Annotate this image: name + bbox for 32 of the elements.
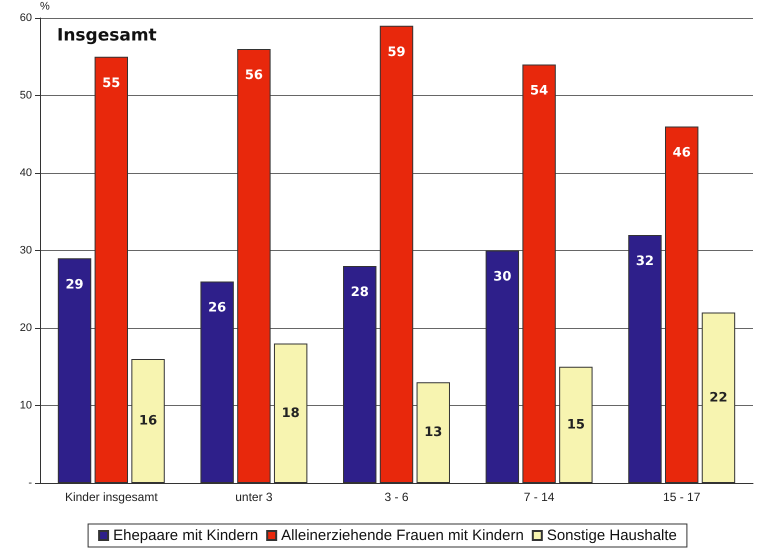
data-label: 26 xyxy=(208,300,226,316)
data-label: 32 xyxy=(636,254,654,269)
y-tick-label: 60 xyxy=(20,12,32,24)
legend-label: Ehepaare mit Kindern xyxy=(113,527,258,544)
data-label: 15 xyxy=(566,417,585,432)
text: Insgesamt xyxy=(57,26,157,46)
data-label: 46 xyxy=(672,146,691,160)
y-tick-label: - xyxy=(28,477,32,489)
data-label: 16 xyxy=(139,414,158,428)
data-label: 59 xyxy=(387,44,406,60)
x-tick-label: Kinder insgesamt xyxy=(64,490,158,504)
x-tick-label: 3 - 6 xyxy=(384,490,409,504)
data-label: 30 xyxy=(493,270,512,284)
y-tick-label: 50 xyxy=(20,90,32,102)
data-label: 55 xyxy=(102,76,120,91)
data-label: 54 xyxy=(530,84,548,98)
data-label: 18 xyxy=(282,406,300,421)
data-label: 13 xyxy=(424,425,442,440)
x-tick-label: 15 - 17 xyxy=(663,490,701,504)
y-tick-label: 10 xyxy=(20,400,32,412)
data-label: 29 xyxy=(65,277,84,292)
y-tick-label: 40 xyxy=(20,167,32,179)
y-tick-label: 20 xyxy=(20,322,32,334)
y-axis-title: % xyxy=(40,0,50,12)
legend-label: Alleinerziehende Frauen mit Kindern xyxy=(281,527,524,544)
data-label: 28 xyxy=(350,285,369,300)
x-tick-label: unter 3 xyxy=(235,490,273,504)
x-tick-label: 7 - 14 xyxy=(524,490,555,504)
legend-label: Sonstige Haushalte xyxy=(546,527,677,544)
data-label: 56 xyxy=(244,68,263,83)
data-label: 22 xyxy=(709,390,728,406)
y-tick-label: 30 xyxy=(20,244,32,256)
